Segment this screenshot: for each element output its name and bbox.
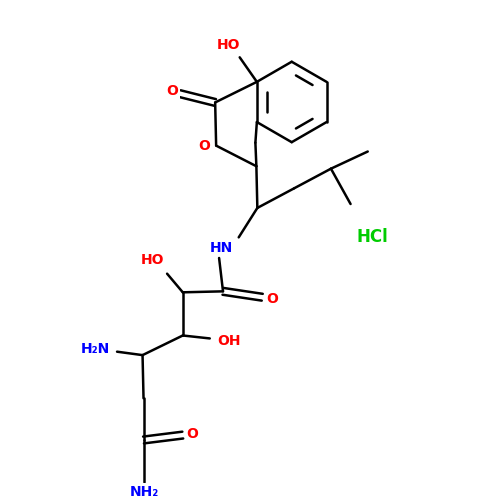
Text: O: O xyxy=(198,138,210,152)
Text: H₂N: H₂N xyxy=(80,342,110,356)
Text: HO: HO xyxy=(140,253,164,267)
Text: O: O xyxy=(186,427,198,441)
Text: OH: OH xyxy=(218,334,241,348)
Text: O: O xyxy=(166,84,178,98)
Text: O: O xyxy=(266,292,278,306)
Text: HO: HO xyxy=(216,38,240,52)
Text: NH₂: NH₂ xyxy=(130,484,159,498)
Text: HN: HN xyxy=(210,241,233,255)
Text: HCl: HCl xyxy=(357,228,388,246)
